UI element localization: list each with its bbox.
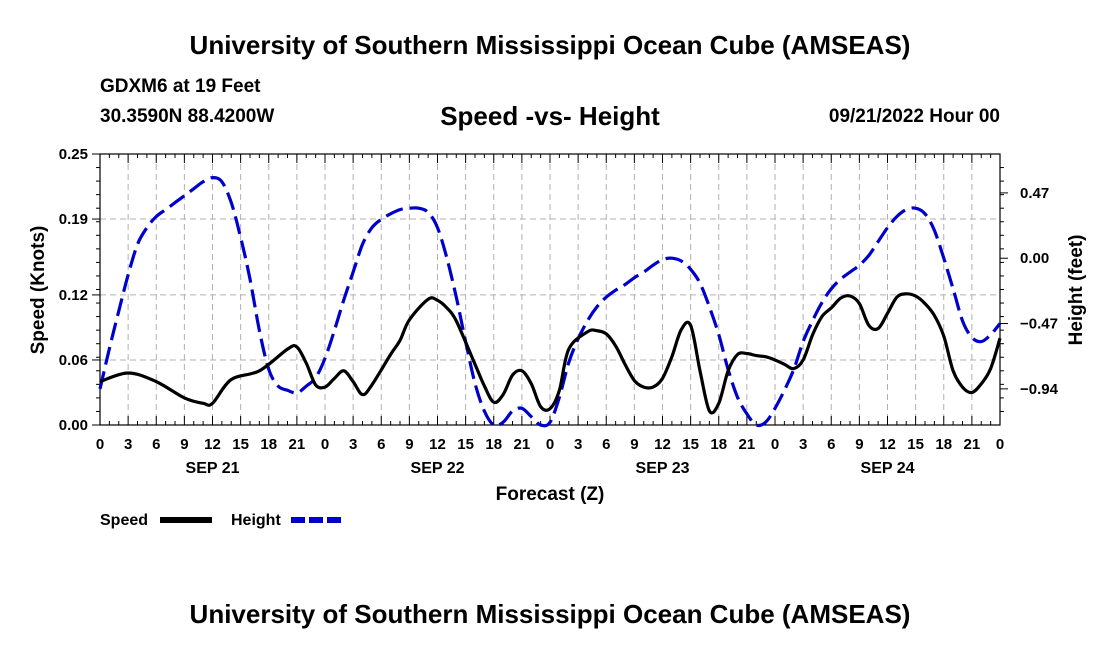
day-label: SEP 24 [861, 460, 915, 477]
x-tick-label: 9 [855, 436, 863, 453]
x-tick-label: 9 [630, 436, 638, 453]
x-tick-label: 3 [124, 436, 132, 453]
x-tick-label: 18 [260, 436, 277, 453]
y-tick-label: 0.25 [59, 146, 88, 163]
x-tick-label: 21 [964, 436, 981, 453]
y2-tick-label: −0.94 [1020, 381, 1059, 398]
y2-tick-label: 0.47 [1020, 185, 1049, 202]
x-tick-label: 6 [152, 436, 160, 453]
x-tick-label: 18 [935, 436, 952, 453]
x-tick-label: 15 [682, 436, 699, 453]
day-label: SEP 22 [411, 460, 465, 477]
chart-title: Speed -vs- Height [440, 101, 660, 131]
x-axis-title: Forecast (Z) [496, 484, 605, 505]
x-tick-label: 12 [654, 436, 671, 453]
y-tick-label: 0.12 [59, 287, 88, 304]
x-tick-label: 0 [96, 436, 104, 453]
x-tick-label: 15 [907, 436, 924, 453]
station-label: GDXM6 at 19 Feet [100, 76, 261, 97]
x-tick-label: 21 [289, 436, 306, 453]
x-tick-label: 12 [204, 436, 221, 453]
x-tick-label: 0 [996, 436, 1004, 453]
x-tick-label: 12 [429, 436, 446, 453]
series-line-height [98, 176, 1002, 428]
x-tick-label: 0 [321, 436, 329, 453]
day-label: SEP 21 [186, 460, 240, 477]
y2-tick-label: −0.47 [1020, 316, 1058, 333]
x-tick-label: 18 [485, 436, 502, 453]
x-tick-label: 0 [546, 436, 554, 453]
forecast-date: 09/21/2022 Hour 00 [828, 106, 1000, 127]
y2-tick-label: 0.00 [1020, 250, 1049, 267]
x-tick-label: 18 [710, 436, 727, 453]
series [98, 176, 1002, 428]
y-axis-title: Speed (Knots) [28, 226, 49, 355]
legend-label-height: Height [231, 512, 281, 529]
x-tick-label: 6 [602, 436, 610, 453]
x-tick-label: 6 [827, 436, 835, 453]
x-tick-label: 6 [377, 436, 385, 453]
x-tick-label: 9 [405, 436, 413, 453]
grid [100, 154, 1000, 425]
x-tick-label: 0 [771, 436, 779, 453]
x-tick-label: 15 [457, 436, 474, 453]
axis-labels: Forecast (Z) Speed (Knots) Height (feet) [28, 226, 1087, 505]
legend-label-speed: Speed [100, 512, 148, 529]
station-coordinates: 30.3590N 88.4200W [100, 106, 275, 127]
axis-ticks: 0 3 6 9 12 15 18 21 0 3 6 9 12 15 18 21 0 3 6 9 12 15 18 21 0 3 6 9… [59, 146, 1059, 477]
x-tick-label: 3 [574, 436, 582, 453]
legend: Speed Height [100, 512, 343, 529]
x-tick-label: 9 [180, 436, 188, 453]
y-tick-label: 0.06 [59, 352, 88, 369]
x-tick-label: 15 [232, 436, 249, 453]
x-tick-label: 12 [879, 436, 896, 453]
x-tick-label: 21 [739, 436, 756, 453]
x-tick-label: 3 [349, 436, 357, 453]
footer-title: University of Southern Mississippi Ocean… [189, 599, 911, 629]
series-line-speed [99, 292, 1002, 415]
x-tick-label: 21 [514, 436, 531, 453]
page-title: University of Southern Mississippi Ocean… [189, 30, 911, 60]
day-label: SEP 23 [636, 460, 690, 477]
y-tick-label: 0.19 [59, 211, 88, 228]
x-tick-label: 3 [799, 436, 807, 453]
y2-axis-title: Height (feet) [1066, 235, 1087, 346]
y-tick-label: 0.00 [59, 417, 88, 434]
